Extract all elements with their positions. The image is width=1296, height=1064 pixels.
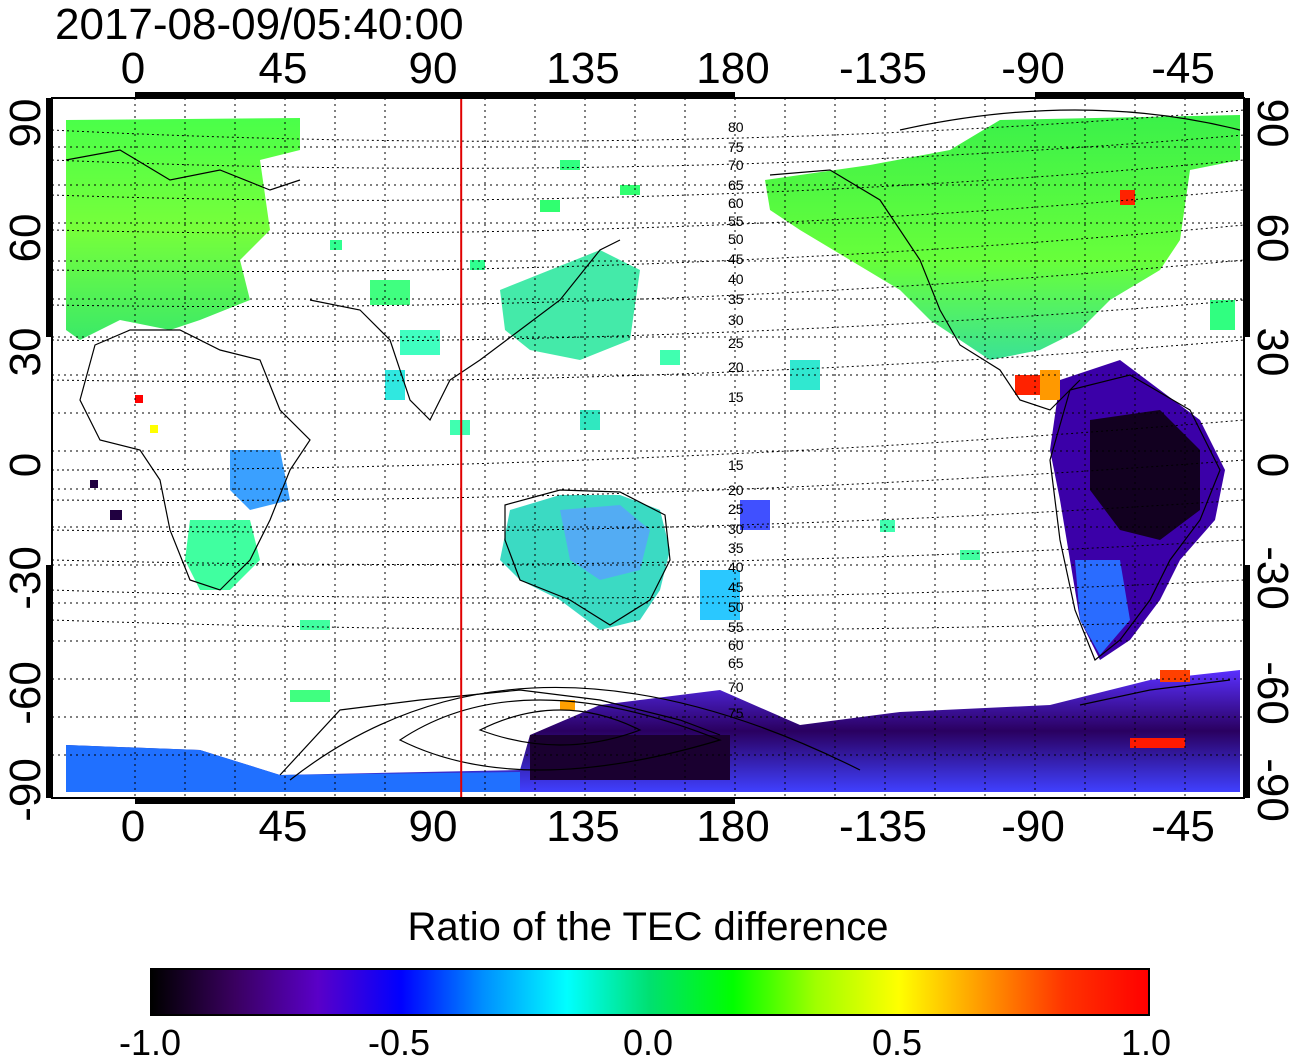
tec-patch-antarctic-peninsula bbox=[1160, 670, 1190, 682]
mlat-label: 30 bbox=[728, 521, 744, 537]
tec-map: 80 75 70 65 60 55 50 45 40 35 30 25 20 1… bbox=[46, 92, 1250, 804]
top-tick-90: 90 bbox=[408, 44, 458, 93]
graticule bbox=[52, 98, 1244, 798]
colorbar-tick-05: 0.5 bbox=[871, 1022, 923, 1063]
tec-patch-patagonia bbox=[1075, 560, 1130, 655]
bottom-tick-0: 0 bbox=[120, 802, 146, 851]
mlat-label: 15 bbox=[728, 457, 744, 473]
tec-patch-antarctic-red bbox=[1130, 738, 1185, 748]
tec-patch-greenland-red bbox=[1120, 190, 1135, 205]
bottom-tick-m90: -90 bbox=[1001, 802, 1065, 851]
magnetic-latitude-contours bbox=[52, 109, 1244, 631]
magnetic-latitude-labels: 80 75 70 65 60 55 50 45 40 35 30 25 20 1… bbox=[728, 119, 744, 721]
colorbar bbox=[150, 968, 1150, 1016]
bottom-tick-90: 90 bbox=[408, 802, 458, 851]
mlat-label: 50 bbox=[728, 599, 744, 615]
bottom-tick-m45: -45 bbox=[1151, 802, 1215, 851]
mlat-label: 25 bbox=[728, 501, 744, 517]
tec-patch-east-africa bbox=[230, 450, 290, 510]
mlat-label: 65 bbox=[728, 177, 744, 193]
mlat-label: 80 bbox=[728, 119, 744, 135]
mlat-label: 70 bbox=[728, 157, 744, 173]
mlat-label: 25 bbox=[728, 335, 744, 351]
timestamp-title: 2017-08-09/05:40:00 bbox=[55, 0, 464, 49]
tec-patch-south-africa bbox=[185, 520, 260, 590]
mlat-label: 55 bbox=[728, 213, 744, 229]
mlat-label: 40 bbox=[728, 271, 744, 287]
bottom-tick-180: 180 bbox=[696, 802, 770, 851]
bottom-tick-m135: -135 bbox=[838, 802, 928, 851]
mlat-label: 75 bbox=[728, 139, 744, 155]
mlat-label: 65 bbox=[728, 655, 744, 671]
mlat-label: 30 bbox=[728, 312, 744, 328]
top-tick-45: 45 bbox=[258, 44, 308, 93]
tec-patch-north-america bbox=[765, 115, 1240, 360]
bottom-tick-45: 45 bbox=[258, 802, 308, 851]
mlat-label: 40 bbox=[728, 559, 744, 575]
mlat-label: 45 bbox=[728, 251, 744, 267]
tec-patch-antarctica-west bbox=[66, 745, 520, 792]
top-tick-m45: -45 bbox=[1151, 44, 1215, 93]
tec-patch-europe bbox=[66, 118, 300, 340]
colorbar-tick-0: 0.0 bbox=[622, 1022, 674, 1063]
tec-patch-antarctica bbox=[66, 670, 1240, 792]
bottom-tick-135: 135 bbox=[546, 802, 620, 851]
mlat-label: 45 bbox=[728, 579, 744, 595]
scattered-cells bbox=[90, 160, 1235, 710]
frame-tick-bars bbox=[46, 92, 1250, 804]
mlat-label: 15 bbox=[728, 389, 744, 405]
top-tick-180: 180 bbox=[696, 44, 770, 93]
mlat-label: 35 bbox=[728, 291, 744, 307]
top-tick-135: 135 bbox=[546, 44, 620, 93]
colorbar-tick-1: 1.0 bbox=[1120, 1022, 1172, 1063]
mlat-label: 35 bbox=[728, 540, 744, 556]
mlat-label: 20 bbox=[728, 482, 744, 498]
mlat-label: 50 bbox=[728, 231, 744, 247]
mlat-label: 75 bbox=[728, 705, 744, 721]
mlat-label: 20 bbox=[728, 359, 744, 375]
colorbar-tick-m1: -1.0 bbox=[118, 1022, 182, 1063]
mlat-label: 55 bbox=[728, 619, 744, 635]
tec-patch-central-america bbox=[1015, 375, 1045, 395]
top-tick-m90: -90 bbox=[1001, 44, 1065, 93]
colorbar-title: Ratio of the TEC difference bbox=[407, 905, 889, 949]
tec-patch-australia-inner bbox=[560, 505, 650, 580]
tec-patch-central-america-2 bbox=[1040, 370, 1060, 400]
tec-patch-antarctica-dark bbox=[530, 735, 730, 780]
mlat-label: 60 bbox=[728, 637, 744, 653]
colorbar-tick-m05: -0.5 bbox=[367, 1022, 431, 1063]
mlat-label: 60 bbox=[728, 195, 744, 211]
magnetic-pole-contours bbox=[289, 109, 1241, 781]
top-tick-m135: -135 bbox=[838, 44, 928, 93]
mlat-label: 70 bbox=[728, 679, 744, 695]
top-tick-0: 0 bbox=[120, 44, 146, 93]
